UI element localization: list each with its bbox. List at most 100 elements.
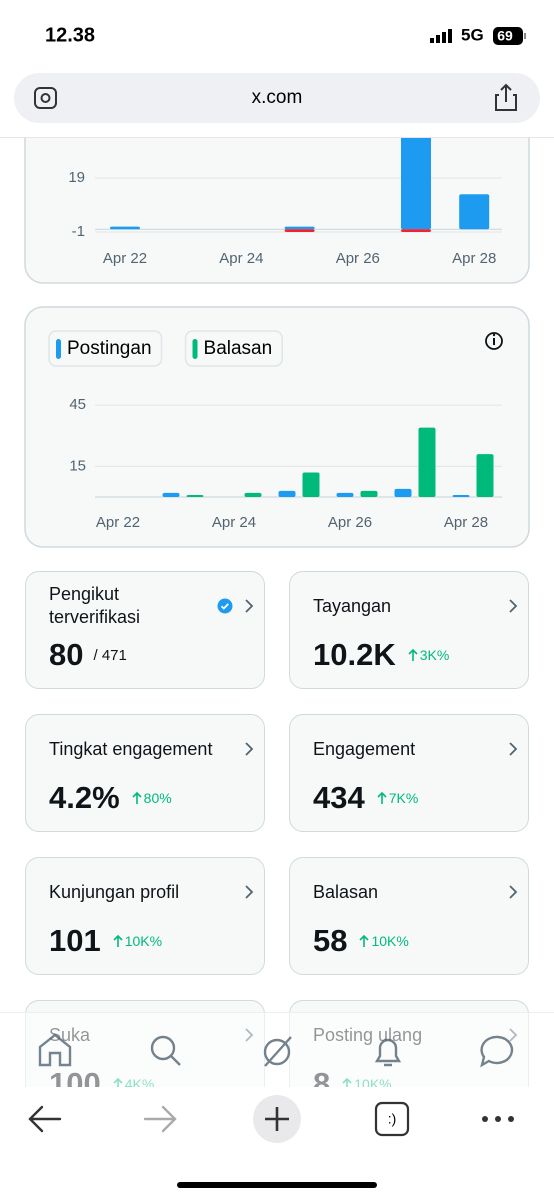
grok-icon[interactable] (263, 1036, 292, 1067)
x-tick-label: Apr 26 (336, 250, 380, 267)
stat-value: 434 (313, 780, 365, 815)
lens-icon[interactable] (34, 87, 57, 109)
stat-value: 80 (49, 637, 84, 672)
notifications-icon[interactable] (374, 1038, 402, 1067)
bar (284, 226, 315, 230)
stat-row: 10.2K 3K% (313, 636, 449, 674)
x-tick-label: Apr 24 (219, 250, 263, 267)
clock: 12.38 (45, 24, 95, 46)
bar (360, 490, 378, 497)
stat-value: 4.2% (49, 780, 120, 815)
legend-swatch (56, 339, 61, 359)
battery-tip (524, 33, 526, 39)
change-arrow (377, 791, 387, 805)
chart-card (24, 306, 530, 548)
stat-label: Tayangan (313, 595, 392, 616)
bar (336, 492, 354, 497)
stat-card[interactable]: Balasan 58 10K% (289, 857, 529, 975)
bar (452, 494, 470, 497)
stat-label: Kunjungan profil (49, 881, 180, 902)
stat-row: 4.2% 80% (49, 779, 172, 817)
chevron (244, 741, 254, 762)
stat-change: 10K% (124, 933, 163, 949)
home-icon[interactable] (38, 1033, 72, 1067)
stat-row: 80 / 471 (49, 636, 127, 674)
home-indicator (177, 1182, 377, 1188)
search-icon[interactable] (150, 1035, 181, 1066)
stat-label: Engagement (313, 738, 416, 759)
signal-icon (430, 29, 452, 43)
x-tick-label: Apr 28 (444, 514, 488, 531)
bar (459, 194, 490, 230)
bar (401, 121, 431, 230)
share-icon[interactable] (495, 83, 517, 111)
legend-chip (48, 330, 163, 367)
stat-label: Pengikut terverifikasi (49, 584, 141, 627)
bar (418, 427, 436, 497)
more-button[interactable] (482, 1116, 514, 1122)
bar (278, 490, 296, 497)
change-arrow (359, 934, 370, 948)
bar (162, 492, 180, 497)
url-bar[interactable] (14, 73, 540, 123)
stat-value: 101 (49, 923, 101, 958)
legend-swatch (192, 339, 198, 359)
plus-icon (265, 1107, 289, 1131)
forward-button[interactable] (143, 1105, 177, 1133)
y-tick-label: 19 (68, 169, 85, 186)
stat-card[interactable]: Tingkat engagement 4.2% 80% (25, 714, 265, 832)
stat-change: 3K% (419, 647, 450, 663)
toolbar-icons: :) (28, 1095, 514, 1188)
bar (110, 226, 140, 230)
x-tick-label: Apr 28 (452, 250, 496, 267)
legend-label: Balasan (204, 338, 273, 359)
stat-row: 101 10K% (49, 922, 162, 960)
url[interactable]: x.com (252, 87, 303, 108)
chevron (244, 884, 254, 905)
bar (302, 472, 320, 497)
stat-label: Tingkat engagement (49, 738, 213, 759)
x-tick-label: Apr 26 (328, 514, 372, 531)
browser-header: 12.38 5G 69 x.com (0, 0, 554, 138)
stat-row: 434 7K% (313, 779, 418, 817)
x-tick-label: Apr 22 (103, 250, 147, 267)
x-tick-label: Apr 22 (96, 514, 140, 531)
chevron (508, 741, 518, 762)
legend-chip (184, 330, 283, 367)
tabs-label: :) (388, 1111, 397, 1127)
bar (476, 454, 494, 497)
chevron (508, 884, 518, 905)
stat-value: 10.2K (313, 637, 396, 672)
stat-card[interactable]: Kunjungan profil 101 10K% (25, 857, 265, 975)
stat-label: Balasan (313, 881, 379, 902)
stat-card[interactable]: Pengikut terverifikasi 80 / 471 (25, 571, 265, 689)
stat-change: 10K% (371, 933, 409, 949)
messages-icon[interactable] (480, 1035, 514, 1068)
nav-icons (38, 1033, 514, 1068)
stat-card[interactable]: Engagement 434 7K% (289, 714, 529, 832)
change-arrow (408, 648, 418, 662)
info-icon[interactable] (485, 332, 503, 350)
x-tick-label: Apr 24 (212, 514, 256, 531)
battery-icon (493, 27, 523, 45)
stat-row: 58 10K% (313, 922, 409, 960)
header-graphics: 12.38 5G 69 x.com (14, 24, 540, 123)
y-tick-label: 45 (69, 396, 86, 413)
battery-level: 69 (497, 28, 513, 44)
bar (401, 229, 431, 232)
x-bottom-nav (0, 1012, 554, 1088)
change-arrow (113, 934, 123, 948)
stat-value: 58 (313, 923, 348, 958)
stat-card[interactable]: Tayangan 10.2K 3K% (289, 571, 529, 689)
y-tick-label: 15 (69, 457, 86, 474)
stat-total: / 471 (93, 646, 127, 664)
tabs-button[interactable] (374, 1101, 410, 1137)
browser-toolbar: :) (0, 1087, 554, 1199)
bar (244, 492, 262, 497)
stat-change: 80% (143, 790, 172, 806)
chevron (244, 598, 254, 619)
stat-change: 7K% (388, 790, 419, 806)
back-button[interactable] (28, 1105, 62, 1133)
legend-label: Postingan (67, 338, 152, 359)
